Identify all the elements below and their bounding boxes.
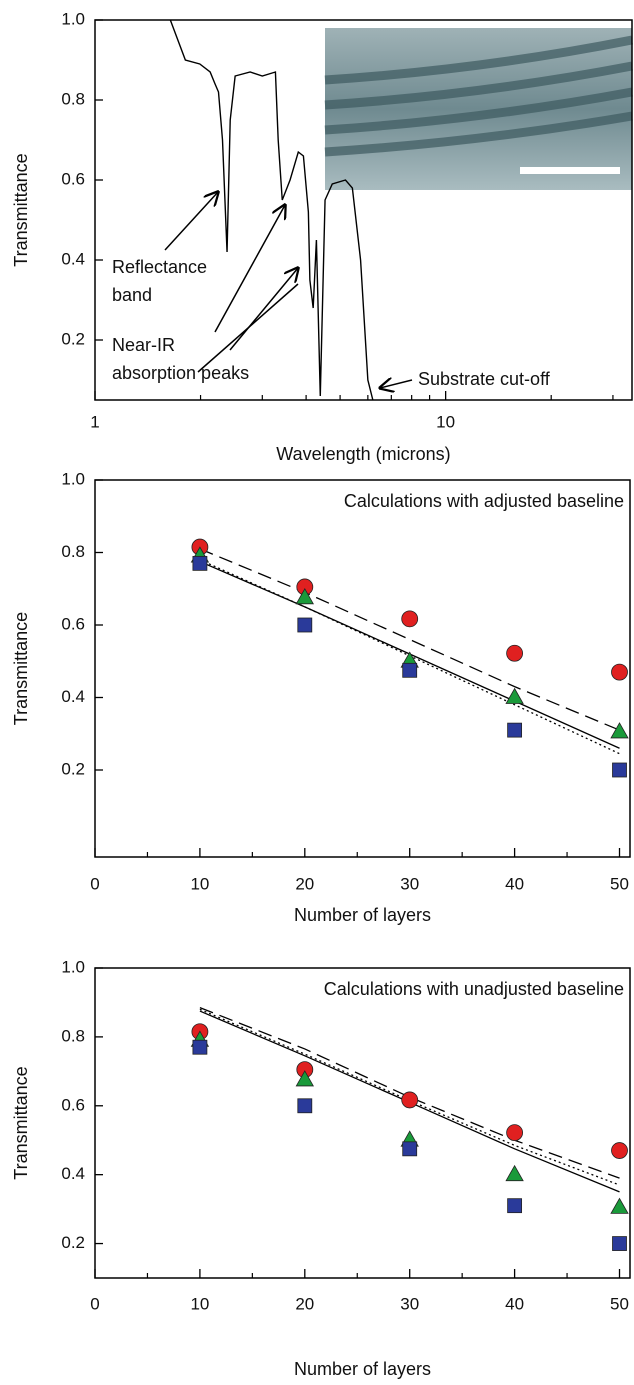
y-tick-label: 0.8 xyxy=(61,542,85,561)
x-tick-label: 1 xyxy=(90,412,99,431)
point xyxy=(506,1124,524,1142)
x-axis-label: Number of layers xyxy=(294,1359,431,1379)
point xyxy=(505,687,524,704)
point xyxy=(192,1039,208,1055)
x-tick-label: 50 xyxy=(610,874,629,893)
x-tick-label: 10 xyxy=(436,412,455,431)
x-tick-label: 10 xyxy=(190,874,209,893)
plot-frame xyxy=(94,479,631,858)
annotation-arrows xyxy=(164,192,413,388)
annotation: Calculations with unadjusted baseline xyxy=(324,979,624,999)
model-line xyxy=(199,1007,620,1179)
x-tick-label: 40 xyxy=(505,1294,524,1313)
x-tick-label: 30 xyxy=(400,874,419,893)
point xyxy=(297,1098,313,1114)
point xyxy=(612,1236,627,1251)
x-tick-label: 20 xyxy=(295,874,314,893)
spectrum-line xyxy=(169,19,374,401)
inset-image xyxy=(324,28,633,190)
point xyxy=(297,617,313,633)
y-axis-label: Transmittance xyxy=(11,153,31,266)
annotation: Near-IR xyxy=(112,335,175,355)
y-axis-label: Transmittance xyxy=(11,1066,31,1179)
y-tick-label: 0.8 xyxy=(61,1026,85,1045)
point xyxy=(295,588,314,605)
x-tick-label: 50 xyxy=(610,1294,629,1313)
y-axis-label: Transmittance xyxy=(11,612,31,725)
x-axis-label: Wavelength (microns) xyxy=(276,444,450,464)
annotation: Reflectance xyxy=(112,257,207,277)
y-tick-label: 0.8 xyxy=(61,89,85,108)
annotation: absorption peaks xyxy=(112,363,249,383)
point xyxy=(610,722,629,739)
point xyxy=(402,662,418,678)
point xyxy=(612,762,627,778)
y-tick-label: 0.4 xyxy=(61,687,85,706)
point xyxy=(506,644,524,662)
x-tick-label: 20 xyxy=(295,1294,314,1313)
y-tick-label: 0.2 xyxy=(61,329,85,348)
annotation: band xyxy=(112,285,152,305)
plot-frame xyxy=(94,19,633,401)
x-axis-label: Number of layers xyxy=(294,905,431,925)
point xyxy=(507,722,523,738)
y-tick-label: 0.6 xyxy=(61,614,85,633)
y-tick-label: 0.4 xyxy=(61,249,85,268)
point xyxy=(610,1197,629,1214)
x-tick-label: 40 xyxy=(505,874,524,893)
y-tick-label: 1.0 xyxy=(61,957,85,976)
x-tick-label: 30 xyxy=(400,1294,419,1313)
model-line xyxy=(199,1008,620,1186)
x-tick-label: 0 xyxy=(90,1294,99,1313)
y-tick-label: 1.0 xyxy=(61,469,85,488)
point xyxy=(611,1142,628,1159)
x-tick-label: 0 xyxy=(90,874,99,893)
y-tick-label: 0.6 xyxy=(61,1095,85,1114)
point xyxy=(402,1141,418,1157)
y-tick-label: 0.6 xyxy=(61,169,85,188)
y-tick-label: 0.4 xyxy=(61,1164,85,1183)
plot-frame xyxy=(94,967,631,1279)
point xyxy=(401,1091,419,1109)
y-tick-label: 0.2 xyxy=(61,1233,85,1252)
annotation: Calculations with adjusted baseline xyxy=(344,491,624,511)
annotation: Substrate cut-off xyxy=(418,369,551,389)
x-tick-label: 10 xyxy=(190,1294,209,1313)
point xyxy=(611,663,628,681)
y-tick-label: 1.0 xyxy=(61,9,85,28)
point xyxy=(505,1164,524,1182)
point xyxy=(401,610,419,628)
model-line xyxy=(199,548,620,731)
point xyxy=(295,1070,314,1087)
point xyxy=(192,555,208,571)
point xyxy=(507,1198,523,1214)
y-tick-label: 0.2 xyxy=(61,759,85,778)
